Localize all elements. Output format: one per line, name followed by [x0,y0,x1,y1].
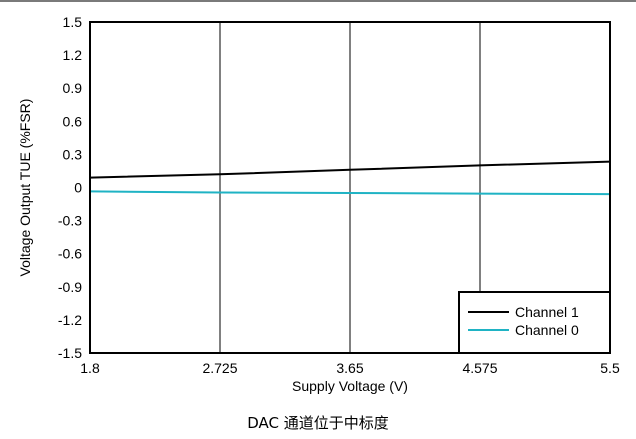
x-tick-label: 5.5 [600,360,620,376]
y-tick-label: 0.3 [63,146,83,162]
plot-frame [89,21,611,354]
x-tick-labels: 1.8 2.725 3.65 4.575 5.5 [80,360,620,376]
legend-label: Channel 0 [515,322,579,338]
y-tick-label: -0.3 [58,213,82,229]
x-tick-label: 4.575 [462,360,497,376]
legend-label: Channel 1 [515,304,579,320]
x-axis-label: Supply Voltage (V) [292,378,408,394]
y-tick-label: -1.5 [58,345,82,361]
x-tick-label: 3.65 [336,360,363,376]
y-tick-label: 1.2 [63,47,83,63]
legend: Channel 1 Channel 0 [458,291,611,354]
top-rule [0,0,636,2]
y-tick-label: 0 [74,180,82,196]
x-tick-label: 2.725 [202,360,237,376]
y-tick-label: -0.6 [58,246,82,262]
tue-vs-supply-chart: 1.5 1.2 0.9 0.6 0.3 0 -0.3 -0.6 -0.9 -1.2 -1.5 1.8… [17,14,620,394]
y-tick-label: 0.9 [63,80,83,96]
figure-caption: DAC 通道位于中标度 [247,414,389,432]
y-tick-label: -0.9 [58,279,82,295]
series-line-channel-1 [89,160,611,179]
y-tick-label: 0.6 [63,113,83,129]
series-line-channel-0 [89,190,611,196]
y-tick-label: -1.2 [58,312,82,328]
y-tick-label: 1.5 [63,14,83,30]
y-axis-label: Voltage Output TUE (%FSR) [17,99,33,277]
legend-box [458,291,611,354]
x-tick-label: 1.8 [80,360,100,376]
y-tick-labels: 1.5 1.2 0.9 0.6 0.3 0 -0.3 -0.6 -0.9 -1.2 -1.5 [58,14,82,361]
grid-lines [219,22,481,353]
series-lines [89,160,611,196]
